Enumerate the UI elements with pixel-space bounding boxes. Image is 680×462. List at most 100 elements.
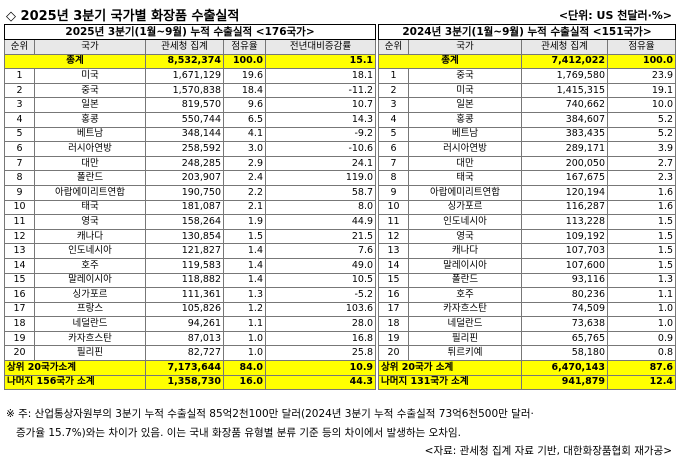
rank-cell: 19 [378,330,409,347]
rank-cell: 15 [378,272,409,289]
subtotal-row: 상위 20국가소계 7,173,644 84.0 10.9 [4,360,377,376]
share-cell: 2.1 [223,199,266,216]
growth-cell: 103.6 [264,301,377,318]
country-cell: 폴란드 [34,170,146,186]
rank-cell: 11 [378,214,409,230]
subtotal-amount: 7,173,644 [145,360,224,376]
share-cell: 1.4 [223,272,266,289]
amount-cell: 93,116 [521,272,608,289]
total-row: 총계 7,412,022 100.0 [378,53,677,70]
subtotal-label: 상위 20국가 소계 [378,360,522,376]
growth-cell: 10.5 [264,272,377,289]
share-cell: 1.5 [606,243,677,259]
amount-cell: 348,144 [145,126,224,143]
amount-cell: 258,592 [145,141,224,157]
table-caption: 2025년 3분기(1월~9월) 누적 수출실적 <176국가> [3,24,377,40]
country-cell: 캐나다 [408,243,522,259]
amount-cell: 111,361 [145,287,224,303]
country-cell: 대만 [34,155,146,172]
amount-cell: 82,727 [145,345,224,362]
rank-cell: 4 [4,111,35,128]
table-row: 16 호주 80,236 1.1 [378,287,677,303]
table-row: 10 태국 181,087 2.1 8.0 [4,199,377,216]
table-row: 6 러시아연방 289,171 3.9 [378,141,677,157]
amount-cell: 181,087 [145,199,224,216]
rank-cell: 1 [378,68,409,84]
growth-cell: 58.7 [264,184,377,201]
table-caption: 2024년 3분기(1월~9월) 누적 수출실적 <151국가> [377,24,677,40]
share-cell: 1.5 [606,228,677,245]
amount-cell: 107,600 [521,257,608,274]
total-amount: 8,532,374 [145,53,224,70]
rank-cell: 6 [4,141,35,157]
footnote-line-1: ※ 주: 산업통상자원부의 3분기 누적 수출실적 85억2천100만 달러(2… [6,408,534,420]
share-cell: 2.9 [223,155,266,172]
table-row: 2 중국 1,570,838 18.4 -11.2 [4,82,377,99]
country-cell: 대만 [408,155,522,172]
country-cell: 일본 [408,97,522,113]
amount-cell: 158,264 [145,214,224,230]
country-cell: 싱가포르 [34,287,146,303]
share-cell: 1.3 [223,287,266,303]
country-cell: 베트남 [34,126,146,143]
amount-cell: 120,194 [521,184,608,201]
subtotal-amount: 6,470,143 [521,360,608,376]
share-cell: 5.2 [606,126,677,143]
share-cell: 1.6 [606,184,677,201]
share-cell: 0.8 [606,345,677,362]
table-row: 3 일본 740,662 10.0 [378,97,677,113]
table-row: 13 인도네시아 121,827 1.4 7.6 [4,243,377,259]
rank-cell: 20 [4,345,35,362]
country-cell: 폴란드 [408,272,522,289]
country-cell: 영국 [34,214,146,230]
country-cell: 말레이시아 [408,257,522,274]
rank-cell: 14 [4,257,35,274]
table-row: 15 폴란드 93,116 1.3 [378,272,677,289]
country-cell: 홍콩 [34,111,146,128]
country-cell: 인도네시아 [34,243,146,259]
country-cell: 태국 [34,199,146,216]
rank-cell: 12 [378,228,409,245]
rank-cell: 4 [378,111,409,128]
share-cell: 1.6 [606,199,677,216]
table-row: 11 인도네시아 113,228 1.5 [378,214,677,230]
total-amount: 7,412,022 [521,53,608,70]
table-row: 13 캐나다 107,703 1.5 [378,243,677,259]
growth-cell: 28.0 [264,316,377,332]
rank-cell: 20 [378,345,409,362]
share-cell: 1.0 [223,330,266,347]
share-cell: 1.3 [606,272,677,289]
country-cell: 홍콩 [408,111,522,128]
country-cell: 중국 [34,82,146,99]
rank-cell: 16 [4,287,35,303]
rank-cell: 14 [378,257,409,274]
rank-cell: 5 [4,126,35,143]
subtotal-row: 상위 20국가 소계 6,470,143 87.6 [378,360,677,376]
rank-cell: 2 [4,82,35,99]
table-row: 12 영국 109,192 1.5 [378,228,677,245]
rest-row: 나머지 156국가 소계 1,358,730 16.0 44.3 [4,374,377,391]
rest-label: 나머지 156국가 소계 [4,374,146,391]
table-caption-row: 2024년 3분기(1월~9월) 누적 수출실적 <151국가> [377,24,677,40]
share-cell: 10.0 [606,97,677,113]
col-header-growth: 전년대비증감률 [264,39,377,55]
amount-cell: 121,827 [145,243,224,259]
share-cell: 2.7 [606,155,677,172]
amount-cell: 109,192 [521,228,608,245]
growth-cell: -5.2 [264,287,377,303]
rank-cell: 3 [378,97,409,113]
country-cell: 중국 [408,68,522,84]
amount-cell: 200,050 [521,155,608,172]
country-cell: 네덜란드 [408,316,522,332]
rest-row: 나머지 131국가 소계 941,879 12.4 [378,374,677,391]
amount-cell: 819,570 [145,97,224,113]
growth-cell: 25.8 [264,345,377,362]
rank-cell: 13 [378,243,409,259]
amount-cell: 1,769,580 [521,68,608,84]
source-note: <자료: 관세청 집계 자료 기반, 대한화장품협회 재가공> [424,445,672,457]
amount-cell: 1,415,315 [521,82,608,99]
share-cell: 19.1 [606,82,677,99]
col-header-share: 점유율 [606,39,677,55]
subtotal-growth: 10.9 [264,360,377,376]
